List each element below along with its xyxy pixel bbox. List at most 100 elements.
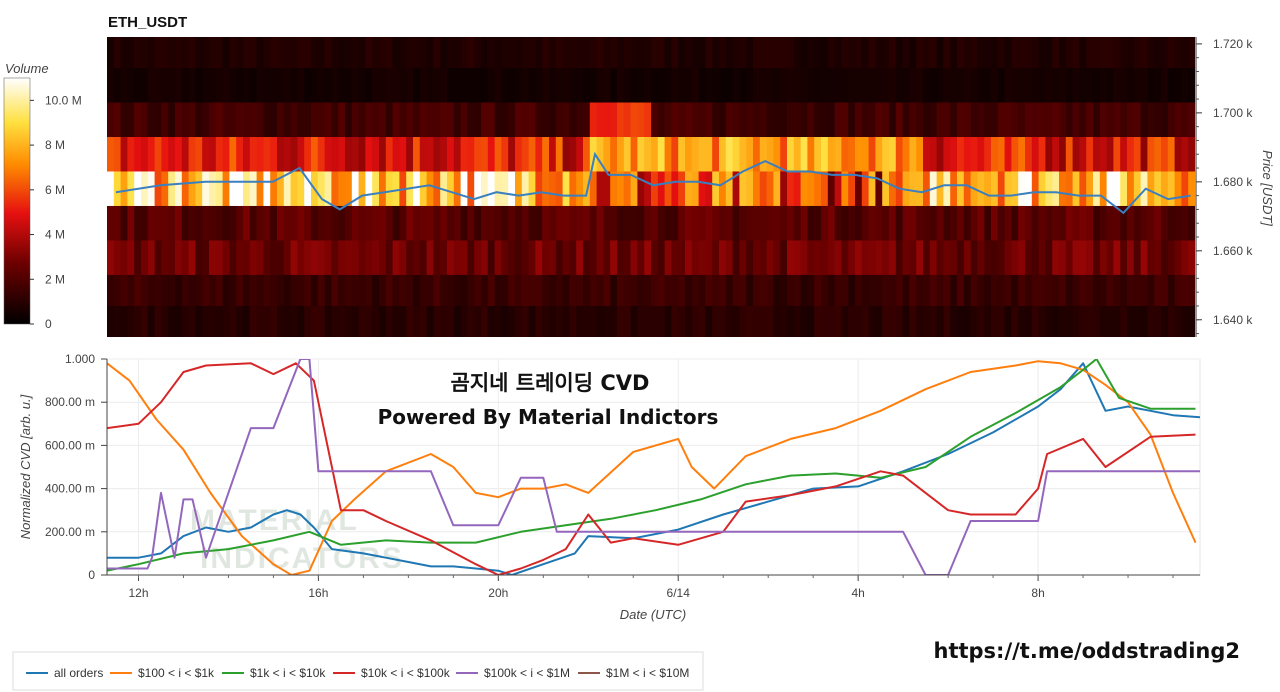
heatmap-cell <box>814 137 822 172</box>
heatmap-cell <box>970 37 978 72</box>
heatmap-cell <box>991 68 999 104</box>
legend: all orders $100 < i < $1k $1k < i < $10k $1… <box>26 666 689 680</box>
heatmap-cell <box>487 137 496 172</box>
heatmap-cell <box>977 305 985 337</box>
heatmap-cell <box>1038 137 1046 172</box>
heatmap-cell <box>311 68 319 104</box>
heatmap-cell <box>107 171 115 207</box>
heatmap-cell <box>379 171 387 207</box>
heatmap-cell <box>426 240 434 276</box>
heatmap-cell <box>827 305 836 337</box>
heatmap-cell <box>372 274 380 310</box>
heatmap-cell <box>902 240 910 276</box>
heatmap-cell <box>902 205 910 241</box>
heatmap-cell <box>542 102 550 138</box>
heatmap-cell <box>304 102 312 138</box>
heatmap-cell <box>950 240 958 276</box>
heatmap-cell <box>861 68 870 104</box>
heatmap-cell <box>957 305 965 337</box>
heatmap-cell <box>787 171 795 207</box>
heatmap-cell <box>195 137 203 172</box>
heatmap-cell <box>1079 274 1087 310</box>
heatmap-cell <box>515 37 523 72</box>
heatmap-cell <box>1045 240 1053 276</box>
heatmap-cell <box>297 205 305 241</box>
heatmap-cell <box>1181 37 1189 72</box>
heatmap-cell <box>861 274 870 310</box>
heatmap-cell <box>705 274 713 310</box>
telegram-link[interactable]: https://t.me/oddstrading2 <box>934 639 1241 663</box>
heatmap-cell <box>991 240 999 276</box>
heatmap-cell <box>521 240 530 276</box>
heatmap-cell <box>113 171 122 207</box>
heatmap-cell <box>583 240 591 276</box>
heatmap-cell <box>766 137 774 172</box>
heatmap-cell <box>1025 68 1033 104</box>
heatmap-cell <box>358 305 366 337</box>
heatmap-cell <box>141 240 149 276</box>
heatmap-cell <box>297 171 305 207</box>
heatmap-cell <box>773 68 781 104</box>
heatmap-cell <box>916 137 924 172</box>
heatmap-cell <box>1154 274 1162 310</box>
heatmap-cell <box>909 171 917 207</box>
heatmap-cell <box>950 305 958 337</box>
heatmap-cell <box>705 305 713 337</box>
heatmap-cell <box>229 171 237 207</box>
heatmap-cell <box>1154 37 1162 72</box>
heatmap-cell <box>569 205 577 241</box>
heatmap-cell <box>780 37 788 72</box>
heatmap-cell <box>936 240 944 276</box>
heatmap-cell <box>889 37 897 72</box>
colorbar-tick-label: 0 <box>45 317 52 331</box>
heatmap-cell <box>372 68 380 104</box>
heatmap-cell <box>331 205 339 241</box>
heatmap-cell <box>732 274 740 310</box>
heatmap-cell <box>1038 205 1046 241</box>
heatmap-cell <box>678 102 686 138</box>
heatmap-cell <box>358 37 366 72</box>
heatmap-cell <box>549 305 557 337</box>
heatmap-cell <box>515 137 523 172</box>
heatmap-cell <box>814 240 822 276</box>
heatmap-cell <box>950 274 958 310</box>
heatmap-cell <box>317 171 326 207</box>
heatmap-cell <box>453 68 462 104</box>
heatmap-cell <box>719 240 727 276</box>
heatmap-cell <box>1120 37 1128 72</box>
heatmap-cell <box>997 102 1006 138</box>
heatmap-cell <box>671 137 679 172</box>
heatmap-cell <box>1059 274 1067 310</box>
heatmap-cell <box>392 102 400 138</box>
heatmap-cell <box>1065 240 1074 276</box>
heatmap-cell <box>215 37 224 72</box>
heatmap-cell <box>494 240 502 276</box>
heatmap-cell <box>501 137 509 172</box>
heatmap-cell <box>610 68 618 104</box>
heatmap-cell <box>1038 240 1046 276</box>
heatmap-cell <box>984 137 992 172</box>
heatmap-cell <box>447 171 455 207</box>
heatmap-cell <box>1011 205 1019 241</box>
heatmap-cell <box>1181 274 1189 310</box>
heatmap-cell <box>909 305 917 337</box>
heatmap-cell <box>508 205 516 241</box>
heatmap-cell <box>929 137 938 172</box>
heatmap-cell <box>215 205 224 241</box>
heatmap-cell <box>746 137 754 172</box>
heatmap-cell <box>596 171 604 207</box>
heatmap-cell <box>1065 305 1074 337</box>
heatmap-cell <box>324 240 332 276</box>
heatmap-cell <box>229 102 237 138</box>
heatmap-cell <box>120 274 128 310</box>
heatmap-cell <box>535 102 543 138</box>
heatmap-cell <box>379 274 387 310</box>
heatmap-cell <box>644 205 652 241</box>
heatmap-cell <box>950 102 958 138</box>
heatmap-cell <box>440 274 448 310</box>
heatmap-cell <box>134 68 142 104</box>
heatmap-cell <box>1181 240 1189 276</box>
heatmap-cell <box>576 305 584 337</box>
heatmap-cell <box>848 274 856 310</box>
heatmap-cell <box>263 305 271 337</box>
